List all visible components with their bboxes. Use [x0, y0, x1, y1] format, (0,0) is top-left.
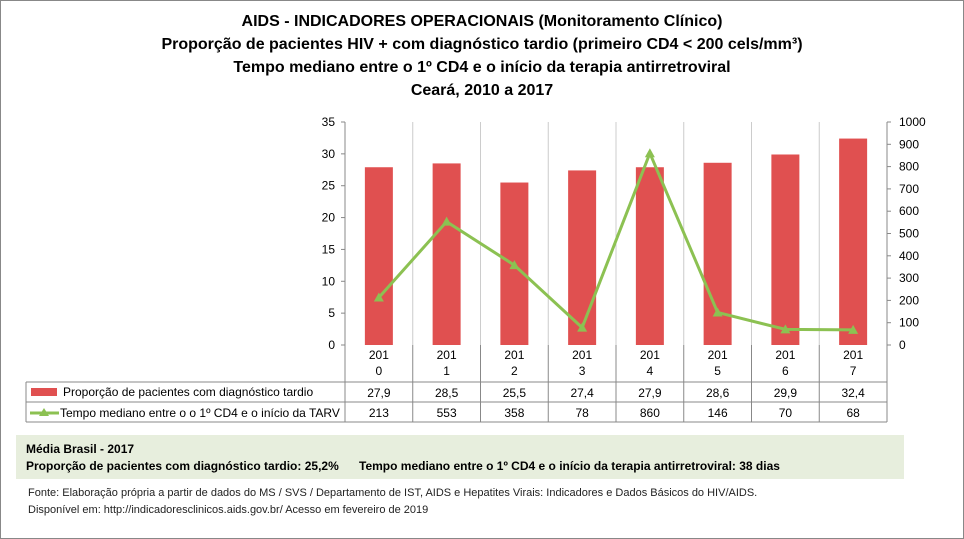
left-tick-label: 5 — [328, 306, 335, 320]
brasil-proportion: Proporção de pacientes com diagnóstico t… — [26, 459, 339, 473]
bar — [568, 170, 597, 345]
legend-line-marker — [39, 408, 49, 416]
left-tick-label: 10 — [322, 274, 336, 288]
category-label: 201 — [775, 348, 795, 362]
left-tick-label: 35 — [322, 115, 336, 129]
bar-value-cell: 27,4 — [570, 386, 594, 400]
line-value-cell: 860 — [640, 406, 660, 420]
bar-value-cell: 28,6 — [706, 386, 730, 400]
line-marker — [441, 216, 452, 226]
bar-value-cell: 27,9 — [367, 386, 391, 400]
line-marker — [848, 324, 859, 334]
line-marker — [712, 307, 723, 317]
line-marker — [373, 292, 384, 302]
legend-bar-swatch — [31, 388, 57, 396]
right-tick-label: 800 — [899, 160, 919, 174]
line-value-cell: 553 — [437, 406, 457, 420]
line-marker — [780, 324, 791, 334]
left-tick-label: 15 — [322, 242, 336, 256]
bar-value-cell: 28,5 — [435, 386, 459, 400]
bar — [364, 167, 393, 345]
bar-value-cell: 32,4 — [841, 386, 865, 400]
right-tick-label: 900 — [899, 137, 919, 151]
right-tick-label: 600 — [899, 204, 919, 218]
category-label: 1 — [443, 364, 450, 378]
bar — [432, 163, 461, 345]
category-label: 201 — [437, 348, 457, 362]
right-tick-label: 400 — [899, 249, 919, 263]
bar — [839, 138, 868, 345]
category-label: 4 — [647, 364, 654, 378]
bar-value-cell: 25,5 — [503, 386, 527, 400]
right-tick-label: 300 — [899, 271, 919, 285]
left-tick-label: 30 — [322, 147, 336, 161]
right-tick-label: 100 — [899, 316, 919, 330]
category-label: 201 — [504, 348, 524, 362]
bar — [771, 154, 800, 345]
category-label: 201 — [572, 348, 592, 362]
availability-note: Disponível em: http://indicadoresclinico… — [28, 504, 429, 516]
bar-value-cell: 29,9 — [774, 386, 798, 400]
category-label: 5 — [714, 364, 721, 378]
category-label: 6 — [782, 364, 789, 378]
right-tick-label: 1000 — [899, 115, 926, 129]
bar — [703, 162, 732, 345]
chart-subtitle-3: Ceará, 2010 a 2017 — [410, 82, 554, 99]
right-tick-label: 200 — [899, 293, 919, 307]
line-marker — [644, 148, 655, 158]
right-tick-label: 700 — [899, 182, 919, 196]
line-marker — [577, 322, 588, 332]
category-label: 2 — [511, 364, 518, 378]
line-value-cell: 68 — [846, 406, 860, 420]
left-tick-label: 20 — [322, 211, 336, 225]
left-tick-label: 0 — [328, 338, 335, 352]
category-label: 201 — [843, 348, 863, 362]
chart-svg: 0510152025303501002003004005006007008009… — [25, 115, 926, 423]
brasil-title: Média Brasil - 2017 — [26, 442, 135, 456]
category-label: 201 — [640, 348, 660, 362]
category-label: 0 — [376, 364, 383, 378]
legend-bar-label: Proporção de pacientes com diagnóstico t… — [63, 385, 313, 399]
line-value-cell: 358 — [504, 406, 524, 420]
source-note: Fonte: Elaboração própria a partir de da… — [28, 487, 758, 499]
line-value-cell: 213 — [369, 406, 389, 420]
chart-title: AIDS - INDICADORES OPERACIONAIS (Monitor… — [241, 13, 723, 30]
line-value-cell: 146 — [708, 406, 728, 420]
line-value-cell: 70 — [779, 406, 793, 420]
category-label: 7 — [850, 364, 857, 378]
chart-subtitle-1: Proporção de pacientes HIV + com diagnós… — [161, 36, 803, 53]
bar-value-cell: 27,9 — [638, 386, 662, 400]
legend-line-label: Tempo mediano entre o o 1º CD4 e o iníci… — [60, 406, 340, 420]
bar — [635, 167, 664, 345]
chart-subtitle-2: Tempo mediano entre o 1º CD4 e o início … — [233, 59, 731, 76]
brasil-average-box: Média Brasil - 2017 Proporção de pacient… — [16, 435, 904, 479]
series-line — [377, 149, 854, 332]
brasil-median-time: Tempo mediano entre o 1º CD4 e o início … — [359, 459, 780, 473]
category-label: 3 — [579, 364, 586, 378]
left-tick-label: 25 — [322, 179, 336, 193]
line-marker — [509, 260, 520, 270]
right-tick-label: 500 — [899, 227, 919, 241]
category-label: 201 — [708, 348, 728, 362]
right-tick-label: 0 — [899, 338, 906, 352]
line-value-cell: 78 — [575, 406, 589, 420]
category-label: 201 — [369, 348, 389, 362]
